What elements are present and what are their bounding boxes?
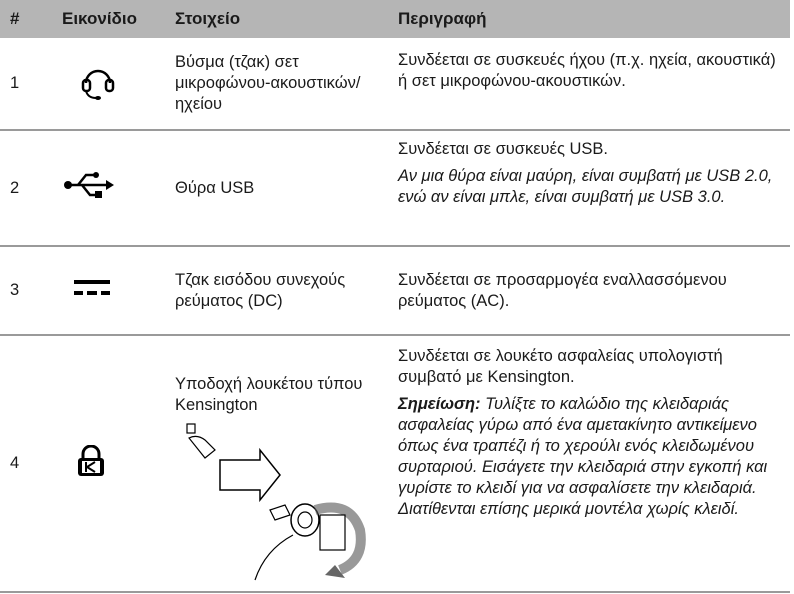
item: Βύσμα (τζακ) σετ μικροφώνου-ακουστικών/η… (165, 38, 388, 131)
header-cell: Στοιχείο (165, 0, 388, 38)
icon-cell (52, 38, 165, 131)
description-cell: Συνδέεται σε συσκευές USB. Αν μια θύρα ε… (388, 130, 790, 247)
headset-icon (81, 69, 115, 100)
lock-icon (78, 444, 104, 476)
description: Συνδέεται σε συσκευές USB. (398, 140, 608, 158)
header-cell: Περιγραφή (388, 0, 790, 38)
header-row: # Εικονίδιο Στοιχείο Περιγραφή (0, 0, 790, 38)
row: 4 Υποδοχή λουκέτου τύπου Kensington Συνδ… (0, 335, 790, 593)
number: 3 (0, 246, 52, 336)
item: Υποδοχή λουκέτου τύπου Kensington (175, 375, 363, 414)
header-cell: # (0, 0, 52, 38)
item-cell: Υποδοχή λουκέτου τύπου Kensington (165, 335, 388, 593)
note: Τυλίξτε το καλώδιο της κλειδαριάς ασφαλε… (398, 395, 768, 518)
description: Συνδέεται σε λουκέτο ασφαλείας υπολογιστ… (398, 347, 723, 386)
description: Συνδέεται σε συσκευές ήχου (π.χ. ηχεία, … (398, 51, 776, 90)
note-label: Σημείωση: (398, 395, 481, 413)
number: 4 (0, 335, 52, 593)
icon-cell (52, 246, 165, 336)
description-cell: Συνδέεται σε προσαρμογέα εναλλασσόμενου … (388, 246, 790, 336)
lock-illustration (186, 423, 366, 581)
number: 1 (0, 38, 52, 131)
number: 2 (0, 130, 52, 247)
description-italic: Αν μια θύρα είναι μαύρη, είναι συμβατή μ… (398, 167, 773, 206)
dc-icon (74, 279, 110, 295)
header-cell: Εικονίδιο (52, 0, 165, 38)
description-cell: Συνδέεται σε λουκέτο ασφαλείας υπολογιστ… (388, 335, 790, 593)
icon-cell (52, 335, 165, 593)
row: 1 Βύσμα (τζακ) σετ μικροφώνου-ακουστικών… (0, 38, 790, 131)
description: Συνδέεται σε προσαρμογέα εναλλασσόμενου … (398, 270, 727, 310)
row: 2 Θύρα USB Συνδέεται σε συσκευές USB. Αν… (0, 130, 790, 247)
item: Θύρα USB (165, 130, 388, 247)
icon-cell (52, 130, 165, 247)
item: Τζακ εισόδου συνεχούς ρεύματος (DC) (165, 246, 388, 336)
usb-icon (64, 172, 114, 198)
description-cell: Συνδέεται σε συσκευές ήχου (π.χ. ηχεία, … (388, 38, 790, 131)
row: 3 Τζακ εισόδου συνεχούς ρεύματος (DC) Συ… (0, 246, 790, 336)
